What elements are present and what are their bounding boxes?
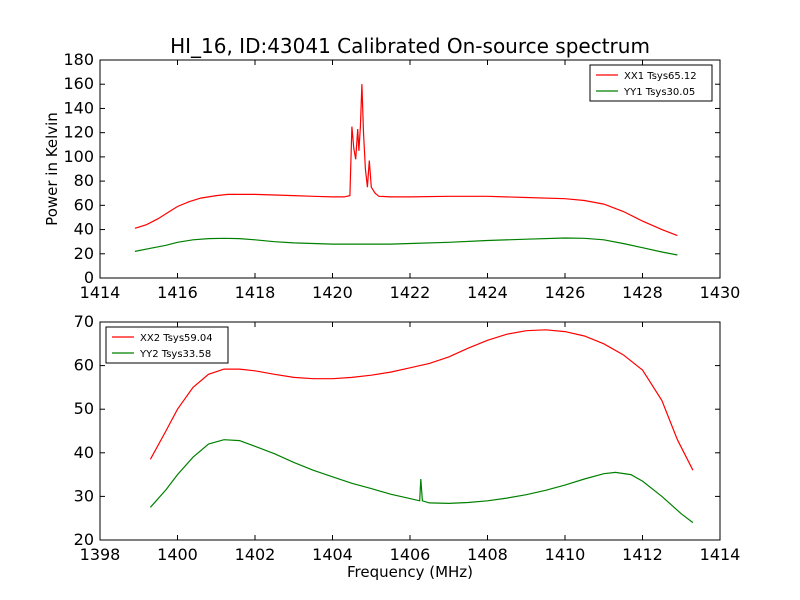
y-tick-label: 20 [74,244,94,263]
legend: XX2 Tsys59.04 YY2 Tsys33.58 [105,326,229,364]
series-line-xx2 [149,329,694,471]
x-tick-label: 1424 [467,283,508,302]
chart-title: HI_16, ID:43041 Calibrated On-source spe… [170,34,650,58]
x-tick-label: 1400 [157,545,198,564]
legend-label: YY2 Tsys33.58 [139,349,211,360]
x-tick-label: 1404 [312,545,353,564]
x-tick-label: 1408 [467,545,508,564]
top-panel: 1414 1416 1418 1420 1422 1424 1426 1428 1430 0 20 4… [43,34,740,302]
y-tick-label: 140 [63,98,94,117]
y-tick-label: 160 [63,74,94,93]
series-line-yy1 [134,237,678,256]
y-tick-label: 70 [74,312,94,331]
legend-label: XX2 Tsys59.04 [140,333,213,344]
x-tick-label: 1410 [545,545,586,564]
y-tick-label: 80 [74,171,94,190]
x-tick-label: 1420 [312,283,353,302]
series-line-xx1 [134,84,678,237]
x-tick-label: 1402 [235,545,276,564]
x-tick-label: 1398 [80,545,121,564]
legend-label: YY1 Tsys30.05 [623,87,695,98]
y-tick-label: 0 [84,268,94,287]
legend-label: XX1 Tsys65.12 [624,71,697,82]
y-tick-label: 40 [74,443,94,462]
x-tick-label: 1426 [545,283,586,302]
x-tick-label: 1416 [157,283,198,302]
y-tick-label: 100 [63,147,94,166]
x-tick-label: 1418 [235,283,276,302]
legend-box [589,64,713,102]
y-tick-label: 50 [74,399,94,418]
x-tick-label: 1422 [390,283,431,302]
x-axis-label: Frequency (MHz) [347,563,473,581]
x-tick-label: 1406 [390,545,431,564]
x-tick-label: 1414 [80,283,121,302]
x-tick-label: 1414 [700,545,741,564]
y-tick-label: 60 [74,356,94,375]
y-tick-label: 40 [74,220,94,239]
y-tick-label: 30 [74,486,94,505]
series-line-yy2 [149,439,694,524]
y-tick-label: 20 [74,530,94,549]
legend: XX1 Tsys65.12 YY1 Tsys30.05 [589,64,713,102]
y-tick-label: 180 [63,50,94,69]
y-tick-label: 60 [74,195,94,214]
y-tick-label: 120 [63,123,94,142]
legend-box [105,326,229,364]
x-tick-label: 1430 [700,283,741,302]
y-axis-label: Power in Kelvin [43,112,61,226]
x-tick-label: 1412 [622,545,663,564]
x-tick-label: 1428 [622,283,663,302]
bottom-panel: 1398 1400 1402 1404 1406 1408 1410 1412 1414 20 30… [74,312,741,581]
